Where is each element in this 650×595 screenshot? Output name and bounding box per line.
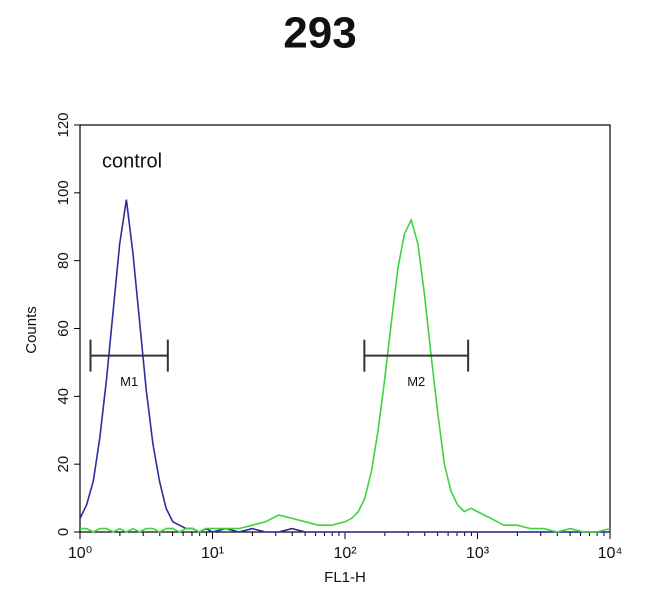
x-axis-label: FL1-H <box>324 569 366 586</box>
x-tick-label: 10⁰ <box>68 545 92 562</box>
x-tick-label: 10³ <box>466 545 490 562</box>
y-tick-label: 20 <box>55 456 72 473</box>
y-axis-label: Counts <box>23 306 40 354</box>
y-tick-label: 40 <box>55 388 72 405</box>
y-tick-label: 120 <box>55 112 72 137</box>
series-line <box>80 217 611 533</box>
y-tick-label: 80 <box>55 252 72 269</box>
y-tick-label: 60 <box>55 320 72 337</box>
y-tick-label: 0 <box>55 528 72 536</box>
x-tick-label: 10¹ <box>201 545 224 562</box>
gate-label: M2 <box>407 374 425 389</box>
y-tick-label: 100 <box>55 180 72 205</box>
x-tick-label: 10² <box>333 545 357 562</box>
series-label: control <box>102 150 162 172</box>
chart-title: 293 <box>283 9 356 58</box>
gate-label: M1 <box>120 374 138 389</box>
plot-frame <box>79 124 611 533</box>
x-tick-label: 10⁴ <box>598 545 623 562</box>
series-line <box>79 199 610 533</box>
